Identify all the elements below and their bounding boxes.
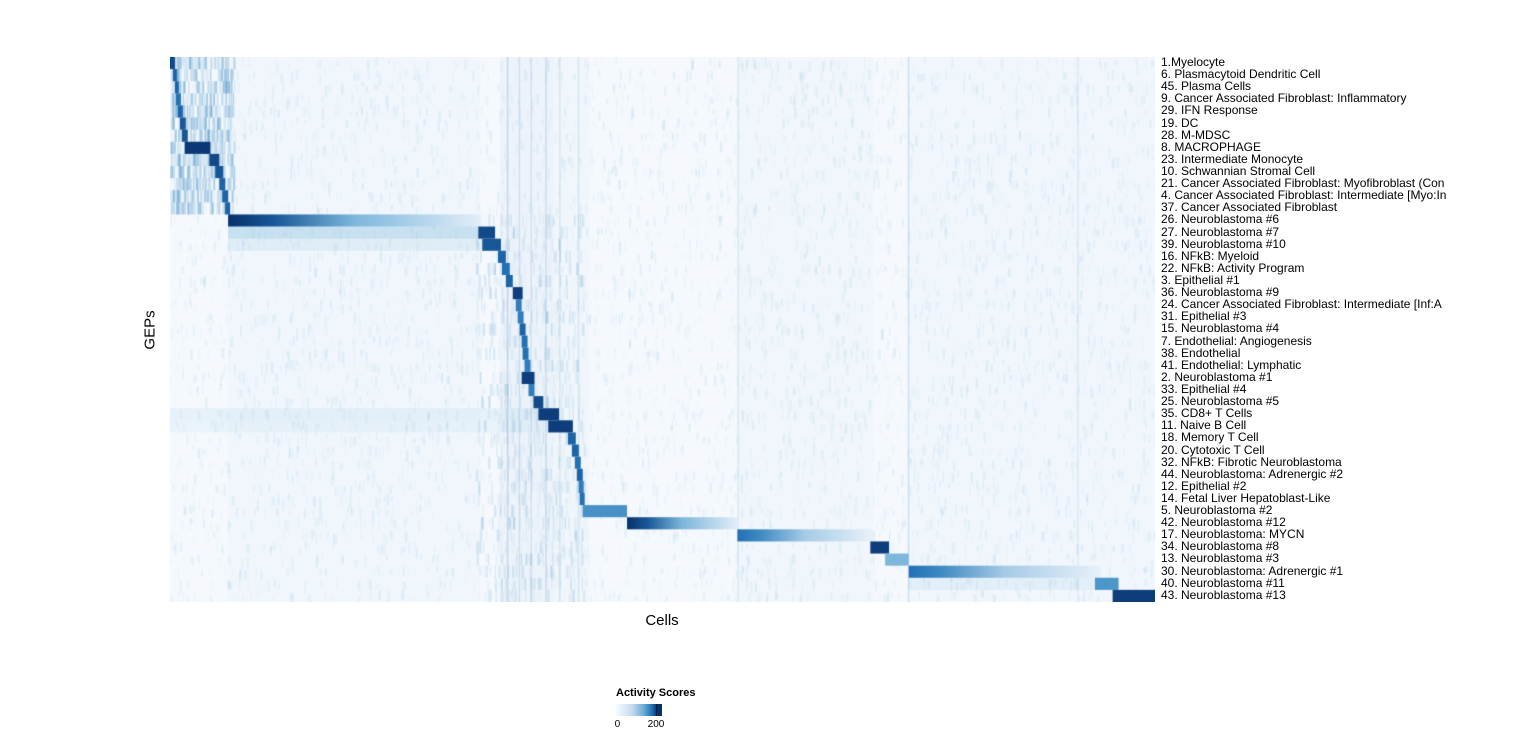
row-label: 11. Naive B Cell: [1161, 418, 1247, 433]
row-label: 6. Plasmacytoid Dendritic Cell: [1161, 67, 1321, 82]
row-label: 40. Neuroblastoma #11: [1161, 575, 1285, 590]
legend-max-label: 200: [647, 719, 665, 730]
row-label: 44. Neuroblastoma: Adrenergic #2: [1161, 466, 1344, 481]
row-label: 31. Epithelial #3: [1161, 309, 1247, 324]
row-label: 1.Myelocyte: [1161, 56, 1226, 69]
row-label: 37. Cancer Associated Fibroblast: [1161, 200, 1338, 215]
row-label: 29. IFN Response: [1161, 103, 1258, 118]
row-label: 20. Cytotoxic T Cell: [1161, 442, 1265, 457]
row-label: 4. Cancer Associated Fibroblast: Interme…: [1161, 188, 1447, 203]
row-label: 27. Neuroblastoma #7: [1161, 224, 1280, 239]
row-label: 7. Endothelial: Angiogenesis: [1161, 333, 1312, 348]
row-label: 3. Epithelial #1: [1161, 272, 1240, 287]
row-label: 19. DC: [1161, 115, 1199, 130]
row-label: 9. Cancer Associated Fibroblast: Inflamm…: [1161, 91, 1407, 106]
row-label: 12. Epithelial #2: [1161, 478, 1247, 493]
row-label: 15. Neuroblastoma #4: [1161, 321, 1280, 336]
row-label: 10. Schwannian Stromal Cell: [1161, 163, 1316, 178]
legend-min-label: 0: [614, 719, 621, 730]
row-label: 36. Neuroblastoma #9: [1161, 285, 1280, 300]
row-label: 42. Neuroblastoma #12: [1161, 515, 1286, 530]
row-label: 43. Neuroblastoma #13: [1161, 587, 1286, 602]
activity-scores-legend: Activity Scores 0 200: [614, 687, 736, 731]
row-label: 2. Neuroblastoma #1: [1161, 369, 1273, 384]
row-label: 35. CD8+ T Cells: [1161, 406, 1253, 421]
x-axis-label: Cells: [645, 612, 679, 629]
legend-gradient-bar: [616, 704, 662, 716]
row-label: 21. Cancer Associated Fibroblast: Myofib…: [1161, 176, 1445, 191]
row-label: 28. M-MDSC: [1161, 127, 1231, 142]
row-label: 5. Neuroblastoma #2: [1161, 503, 1273, 518]
row-label: 33. Epithelial #4: [1161, 381, 1247, 396]
row-label: 22. NFkB: Activity Program: [1161, 260, 1305, 275]
row-label: 18. Memory T Cell: [1161, 430, 1259, 445]
row-labels: 1.Myelocyte 6. Plasmacytoid Dendritic Cel…: [1161, 56, 1540, 603]
row-label: 25. Neuroblastoma #5: [1161, 394, 1280, 409]
row-label: 32. NFkB: Fibrotic Neuroblastoma: [1161, 454, 1342, 469]
row-label: 17. Neuroblastoma: MYCN: [1161, 527, 1305, 542]
row-label: 16. NFkB: Myeloid: [1161, 248, 1260, 263]
row-label: 34. Neuroblastoma #8: [1161, 539, 1280, 554]
row-label: 45. Plasma Cells: [1161, 79, 1252, 94]
row-label: 23. Intermediate Monocyte: [1161, 151, 1304, 166]
row-label: 30. Neuroblastoma: Adrenergic #1: [1161, 563, 1344, 578]
legend-title: Activity Scores: [616, 687, 696, 699]
row-label: 14. Fetal Liver Hepatoblast-Like: [1161, 490, 1331, 505]
row-label: 38. Endothelial: [1161, 345, 1241, 360]
row-label: 26. Neuroblastoma #6: [1161, 212, 1280, 227]
row-label: 39. Neuroblastoma #10: [1161, 236, 1286, 251]
row-label: 41. Endothelial: Lymphatic: [1161, 357, 1302, 372]
row-label: 13. Neuroblastoma #3: [1161, 551, 1280, 566]
legend-tick-mark: [656, 704, 657, 716]
row-label: 8. MACROPHAGE: [1161, 139, 1262, 154]
heatmap-canvas: [170, 57, 1155, 602]
y-axis-label: GEPs: [141, 310, 159, 350]
row-label: 24. Cancer Associated Fibroblast: Interm…: [1161, 297, 1442, 312]
